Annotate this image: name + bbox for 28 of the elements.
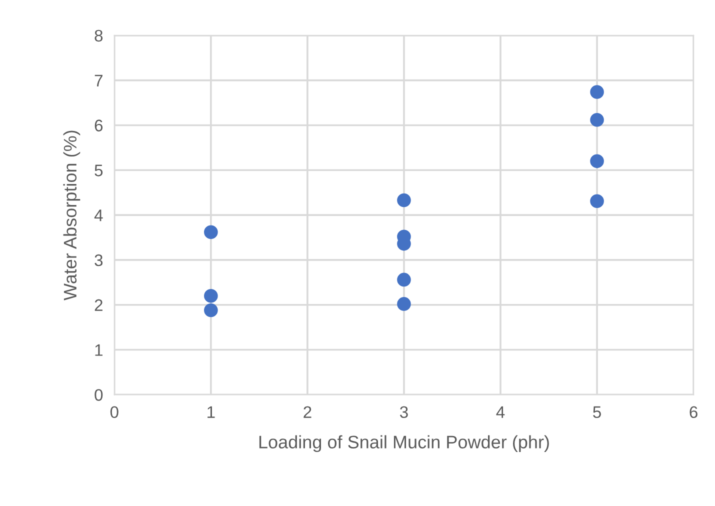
point bbox=[590, 112, 604, 127]
x-tick-label: 5 bbox=[593, 406, 601, 418]
point bbox=[204, 288, 218, 303]
y-tick-label: 3 bbox=[94, 254, 103, 266]
x-tick-label: 3 bbox=[400, 406, 408, 418]
point bbox=[590, 154, 604, 168]
x-tick-label: 4 bbox=[496, 406, 505, 418]
point bbox=[397, 193, 411, 208]
y-tick-label: 0 bbox=[94, 389, 103, 401]
y-tick-label: 6 bbox=[94, 120, 103, 132]
point bbox=[204, 225, 218, 240]
x-axis-title: Loading of Snail Mucin Powder (phr) bbox=[259, 435, 549, 452]
y-tick-label: 4 bbox=[94, 210, 103, 222]
y-tick-label: 8 bbox=[94, 30, 103, 42]
x-tick-label: 6 bbox=[690, 406, 698, 418]
point bbox=[590, 194, 604, 208]
x-tick-label: 0 bbox=[110, 406, 118, 418]
y-axis-title: Water Absorption (%) bbox=[63, 130, 80, 300]
y-tick-label: 5 bbox=[94, 164, 103, 176]
x-tick-label: 1 bbox=[208, 406, 215, 418]
y-tick-label: 7 bbox=[94, 74, 102, 86]
point bbox=[397, 272, 411, 287]
x-tick-label: 2 bbox=[304, 406, 312, 418]
y-tick-label: 1 bbox=[95, 344, 102, 356]
point bbox=[590, 85, 604, 99]
y-tick-label: 2 bbox=[94, 299, 102, 311]
point bbox=[397, 297, 411, 311]
point bbox=[204, 303, 218, 318]
